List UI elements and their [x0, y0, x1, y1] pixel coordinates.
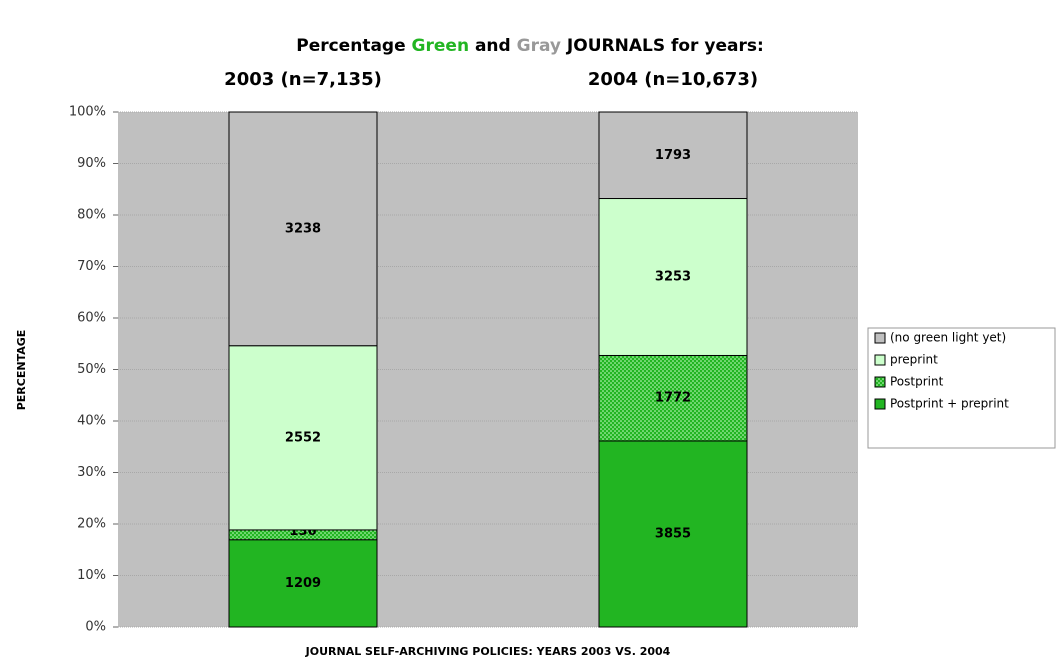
category-label: 2004 (n=10,673)	[588, 69, 758, 90]
bar-segment	[598, 198, 748, 356]
legend-swatch	[874, 332, 886, 344]
x-axis-label: JOURNAL SELF-ARCHIVING POLICIES: YEARS 2…	[305, 645, 671, 658]
data-label: 1209	[285, 576, 321, 591]
y-tick-label: 80%	[77, 208, 106, 223]
legend-label: Postprint + preprint	[890, 397, 1009, 411]
y-tick-label: 30%	[77, 465, 106, 480]
y-tick-label: 90%	[77, 156, 106, 171]
data-label: 3855	[655, 526, 691, 541]
legend-label: (no green light yet)	[890, 331, 1006, 345]
y-tick-label: 10%	[77, 568, 106, 583]
bar-segment	[228, 345, 378, 531]
y-tick-label: 40%	[77, 414, 106, 429]
legend-swatch	[874, 354, 886, 366]
data-label: 1793	[655, 148, 691, 163]
y-tick-label: 100%	[69, 105, 106, 120]
legend-swatch	[874, 376, 886, 388]
legend-label: Postprint	[890, 375, 944, 389]
bar-segment	[598, 354, 748, 442]
data-label: 3238	[285, 221, 321, 236]
y-tick-label: 0%	[85, 620, 106, 635]
data-label: 1772	[655, 391, 691, 406]
chart-title: Percentage Green and Gray JOURNALS for y…	[296, 36, 764, 56]
title-part: Gray	[517, 36, 561, 56]
y-tick-label: 60%	[77, 311, 106, 326]
title-part: JOURNALS for years:	[561, 36, 764, 56]
legend	[867, 327, 1056, 449]
legend-swatch	[874, 398, 886, 410]
y-tick-label: 20%	[77, 517, 106, 532]
bar-segment	[228, 539, 378, 628]
bar-segment	[598, 111, 748, 200]
y-tick-label: 70%	[77, 259, 106, 274]
title-part: and	[469, 36, 517, 56]
data-label: 3253	[655, 269, 691, 284]
y-tick-label: 50%	[77, 362, 106, 377]
y-axis-label: PERCENTAGE	[15, 330, 28, 411]
title-part: Green	[412, 36, 470, 56]
legend-label: preprint	[890, 353, 938, 367]
bar-segment	[598, 440, 748, 628]
bar-segment	[228, 111, 378, 347]
data-label: 2552	[285, 430, 321, 445]
title-part: Percentage	[296, 36, 411, 56]
category-label: 2003 (n=7,135)	[224, 69, 382, 90]
